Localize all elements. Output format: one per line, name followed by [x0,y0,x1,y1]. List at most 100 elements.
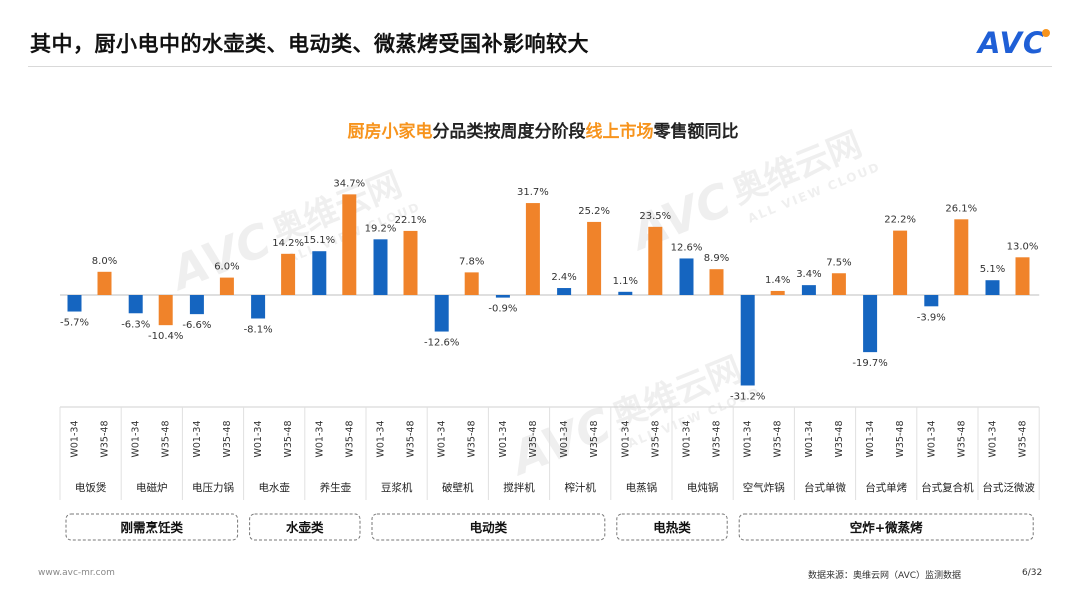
value-label-0-4: 15.1% [303,235,335,246]
bar-1-15 [1015,257,1030,295]
category-label-13: 台式单烤 [865,481,907,494]
period-label-14-1: W35-48 [956,421,967,458]
value-label-1-9: 23.5% [639,211,671,222]
bar-0-11 [740,295,755,386]
period-label-4-0: W01-34 [314,421,325,458]
chart-title-part-3: 零售额同比 [653,121,739,142]
period-label-3-1: W35-48 [283,421,294,458]
period-label-10-0: W01-34 [682,421,693,458]
footer-url: www.avc-mr.com [38,568,115,578]
value-label-1-15: 13.0% [1007,241,1039,252]
value-label-1-6: 7.8% [459,256,484,267]
avc-logo-text: AVC [976,26,1045,60]
bar-1-5 [403,230,418,295]
period-label-14-0: W01-34 [926,421,937,458]
value-label-1-4: 34.7% [333,178,365,189]
group-box-3 [616,513,728,541]
period-label-9-1: W35-48 [650,421,661,458]
period-label-5-0: W01-34 [376,421,387,458]
bar-0-15 [985,280,1000,295]
value-label-0-2: -6.6% [182,320,211,331]
bar-0-6 [434,295,449,332]
value-labels-layer: -5.7% -6.3% -6.6% -8.1% 15.1% 19.2% -12.6% -0.9… [60,178,1038,402]
category-label-15: 台式泛微波 [982,481,1035,494]
group-label-1: 水壶类 [286,520,324,535]
footer-source: 数据来源：奥维云网（AVC）监测数据 [808,571,962,581]
category-label-1: 电磁炉 [136,481,168,494]
period-label-7-1: W35-48 [528,421,539,458]
period-label-15-0: W01-34 [988,421,999,458]
bar-0-5 [373,239,388,295]
period-label-12-1: W35-48 [834,421,845,458]
bar-1-1 [158,295,173,326]
value-label-0-6: -12.6% [424,338,459,349]
bar-0-4 [312,251,327,295]
group-box-0 [65,513,239,541]
category-label-5: 豆浆机 [381,481,413,494]
period-label-8-1: W35-48 [589,421,600,458]
period-label-13-0: W01-34 [865,421,876,458]
bar-0-2 [189,295,204,315]
period-label-1-0: W01-34 [131,421,142,458]
bar-0-8 [557,288,572,295]
value-label-0-0: -5.7% [60,318,89,329]
value-label-0-3: -8.1% [244,324,273,335]
period-label-13-1: W35-48 [895,421,906,458]
value-label-0-11: -31.2% [730,391,765,402]
bar-1-6 [464,272,479,295]
value-label-1-0: 8.0% [92,256,117,267]
bar-1-14 [954,219,969,295]
category-label-12: 台式单微 [804,481,846,494]
value-label-1-11: 1.4% [765,275,790,286]
bar-0-13 [863,295,878,353]
category-label-8: 榨汁机 [564,481,596,494]
category-label-4: 养生壶 [320,481,352,494]
period-label-2-1: W35-48 [222,421,233,458]
value-label-0-1: -6.3% [121,319,150,330]
period-label-4-1: W35-48 [344,421,355,458]
bar-1-9 [648,226,663,295]
bar-1-7 [525,203,540,295]
page-title: 其中，厨小电中的水壶类、电动类、微蒸烤受国补影响较大 [30,32,589,56]
category-label-10: 电炖锅 [687,481,719,494]
group-box-1 [249,513,361,541]
value-label-1-8: 25.2% [578,206,610,217]
period-label-5-1: W35-48 [406,421,417,458]
period-label-0-0: W01-34 [70,421,81,458]
value-label-0-10: 12.6% [671,242,703,253]
value-label-0-7: -0.9% [488,304,517,315]
period-label-11-0: W01-34 [743,421,754,458]
avc-logo: AVC [976,26,1050,60]
period-label-12-0: W01-34 [804,421,815,458]
period-label-3-0: W01-34 [253,421,264,458]
chart-title-part-2: 线上市场 [586,121,654,142]
bar-0-0 [67,295,82,312]
value-label-1-2: 6.0% [214,262,239,273]
category-label-3: 电水壶 [258,481,290,494]
group-label-2: 电动类 [470,520,508,535]
category-table: W01-34 W35-48 电饭煲 W01-34 W35-48 电磁炉 W01-34 W35-… [59,406,1040,500]
bar-1-13 [893,230,908,295]
period-label-9-0: W01-34 [620,421,631,458]
chart-title-part-1: 分品类按周度分阶段 [433,121,586,142]
value-label-1-1: -10.4% [148,331,183,342]
bar-0-12 [801,285,816,295]
period-label-11-1: W35-48 [773,421,784,458]
value-label-1-14: 26.1% [945,203,977,214]
bar-0-7 [495,295,510,298]
logo-dot-icon [1042,29,1050,37]
bar-1-11 [770,290,785,295]
bar-1-3 [281,253,296,295]
bar-1-8 [587,221,602,295]
bar-1-0 [97,271,112,295]
value-label-1-7: 31.7% [517,187,549,198]
group-box-2 [371,513,606,541]
category-label-11: 空气炸锅 [743,481,785,494]
period-label-8-0: W01-34 [559,421,570,458]
value-label-0-8: 2.4% [551,272,576,283]
value-label-1-3: 14.2% [272,238,304,249]
category-label-14: 台式复合机 [921,481,974,494]
category-label-7: 搅拌机 [503,481,535,494]
group-label-3: 电热类 [653,520,691,535]
group-label-4: 空炸+微蒸烤 [850,520,923,535]
